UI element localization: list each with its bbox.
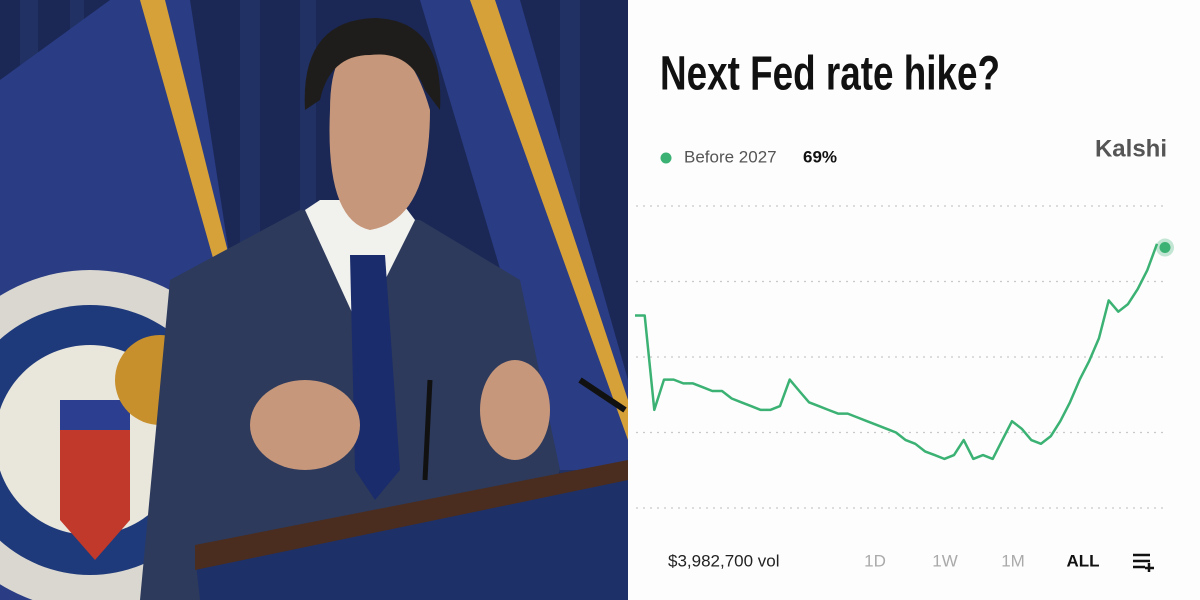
legend-swatch: [660, 152, 672, 164]
range-tab[interactable]: 1D: [864, 551, 886, 570]
current-point: [1159, 242, 1171, 254]
series-line: [635, 243, 1159, 461]
range-tabs: 1D 1W 1M ALL: [864, 551, 1099, 570]
brand: Kalshi: [1095, 135, 1167, 162]
photo: [0, 0, 628, 600]
range-tab[interactable]: ALL: [1066, 551, 1099, 570]
chart-title: Next Fed rate hike?: [660, 48, 1000, 101]
legend-label: Before 2027: [684, 147, 777, 166]
legend: Before 2027 69%: [660, 147, 837, 166]
range-tab[interactable]: 1W: [932, 551, 958, 570]
volume: $3,982,700 vol: [668, 551, 780, 570]
add-icon[interactable]: [1133, 553, 1154, 572]
plot: [635, 205, 1174, 509]
range-tab[interactable]: 1M: [1001, 551, 1025, 570]
legend-value: 69%: [803, 147, 837, 166]
chart-panel: [628, 0, 1200, 600]
